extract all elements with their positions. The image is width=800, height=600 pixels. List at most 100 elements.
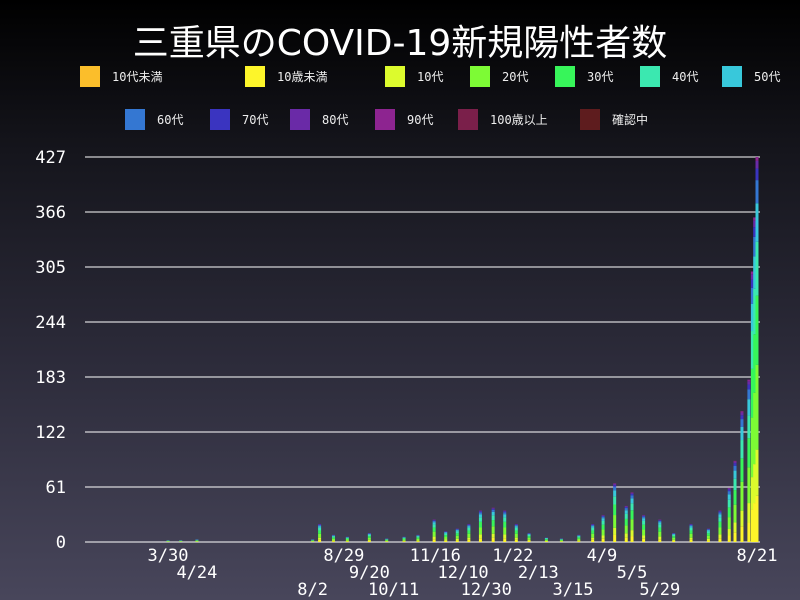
bar-segment — [591, 533, 595, 538]
bar-segment — [318, 524, 322, 526]
bar-segment — [630, 530, 634, 537]
bar-segment — [740, 526, 744, 542]
bar-segment — [455, 538, 459, 541]
bar-segment — [613, 486, 617, 491]
bar-segment — [706, 538, 710, 541]
bar-segment — [478, 527, 482, 535]
bar-segment — [503, 511, 507, 513]
legend-label: 20代 — [502, 70, 529, 84]
bar-segment — [689, 530, 693, 534]
bar-segment — [689, 525, 693, 527]
bar-segment — [491, 537, 495, 542]
y-tick-label: 61 — [46, 478, 66, 498]
legend-label: 90代 — [407, 113, 434, 127]
bar-segment — [753, 288, 757, 335]
bar-segment — [544, 541, 548, 542]
bar-segment — [478, 534, 482, 539]
bar-segment — [318, 530, 322, 534]
bar-segment — [733, 461, 737, 464]
bar-segment — [318, 526, 322, 528]
bar-segment — [544, 540, 548, 542]
bar-segment — [601, 518, 605, 521]
bar-segment — [733, 532, 737, 542]
bar-segment — [503, 538, 507, 542]
bar-segment — [740, 412, 744, 416]
bar-segment — [331, 541, 335, 542]
bar-segment — [630, 492, 634, 494]
bar-segment — [432, 536, 436, 540]
legend-label: 30代 — [587, 70, 614, 84]
legend-item: 100歳以上 — [458, 109, 548, 130]
bar-segment — [402, 537, 406, 538]
bar-segment — [718, 538, 722, 542]
bar-segment — [444, 532, 448, 534]
bar-segment — [755, 157, 759, 161]
bar-segment — [740, 440, 744, 459]
bar-segment — [385, 540, 389, 542]
bar-segment — [367, 536, 371, 538]
bar-segment — [331, 537, 335, 539]
bar-segment — [613, 485, 617, 487]
x-tick-label: 12/10 — [437, 563, 488, 583]
legend-swatch — [640, 66, 660, 87]
bar-segment — [345, 538, 349, 540]
bar-segment — [672, 533, 676, 535]
bar-segment — [642, 518, 646, 521]
bar-segment — [432, 527, 436, 532]
bar-segment — [747, 399, 751, 416]
bar-segment — [727, 488, 731, 490]
bar-segment — [753, 464, 757, 504]
bar-segment — [491, 511, 495, 516]
bar-segment — [402, 537, 406, 539]
bar-segment — [624, 537, 628, 542]
bar-segment — [755, 160, 759, 169]
bar-segment — [503, 521, 507, 528]
legend-label: 10代未満 — [112, 70, 163, 84]
bar-segment — [733, 490, 737, 505]
bar-segment — [755, 495, 759, 542]
legend-item: 10代未満 — [80, 66, 162, 87]
legend-swatch — [375, 109, 395, 130]
bar-segment — [630, 510, 634, 520]
bar-segment — [577, 538, 581, 541]
bar-segment — [613, 527, 617, 535]
bar-segment — [467, 539, 471, 542]
bar-segment — [613, 483, 617, 486]
bar-segment — [527, 537, 531, 540]
bar-segment — [455, 531, 459, 534]
bar-segment — [577, 541, 581, 542]
bar-segment — [432, 524, 436, 528]
bar-segment — [527, 534, 531, 537]
bar-segment — [689, 526, 693, 528]
bar-segment — [591, 539, 595, 542]
bar-segment — [478, 510, 482, 512]
bar-segment — [753, 217, 757, 221]
bar-segment — [718, 514, 722, 518]
bar-segment — [727, 489, 731, 492]
bar-segment — [658, 527, 662, 532]
bar-segment — [750, 274, 754, 280]
bar-segment — [491, 520, 495, 527]
x-tick-label: 5/5 — [617, 563, 648, 583]
bar-segment — [689, 527, 693, 531]
legend-item: 10代 — [385, 66, 443, 87]
bar-segment — [514, 526, 518, 528]
legend-label: 100歳以上 — [490, 113, 548, 127]
legend-item: 70代 — [210, 109, 268, 130]
bar-segment — [727, 487, 731, 489]
bar-segment — [706, 529, 710, 531]
bar-segment — [747, 381, 751, 385]
x-tick-label: 11/16 — [410, 546, 461, 566]
y-tick-label: 122 — [35, 423, 66, 443]
bar-segment — [559, 540, 563, 542]
bar-segment — [753, 334, 757, 393]
bar-segment — [514, 524, 518, 526]
bar-segment — [331, 535, 335, 537]
bar-segment — [195, 540, 199, 542]
bar-segment — [601, 524, 605, 530]
legend-swatch — [722, 66, 742, 87]
bar-segment — [630, 519, 634, 531]
bar-segment — [733, 478, 737, 491]
bar-segment — [402, 538, 406, 540]
